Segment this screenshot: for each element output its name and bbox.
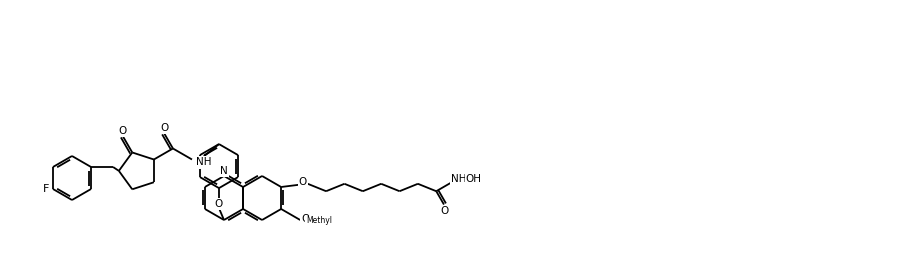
Text: NH: NH (451, 174, 467, 184)
Text: O: O (215, 199, 223, 209)
Text: O: O (119, 126, 127, 136)
Text: O: O (301, 214, 309, 224)
Text: O: O (299, 177, 307, 187)
Text: F: F (43, 184, 49, 194)
Text: NH: NH (196, 158, 211, 168)
Text: O: O (441, 206, 449, 216)
Text: Methyl: Methyl (306, 216, 333, 225)
Text: N: N (220, 166, 228, 176)
Text: OH: OH (466, 174, 482, 184)
Text: O: O (160, 123, 169, 133)
